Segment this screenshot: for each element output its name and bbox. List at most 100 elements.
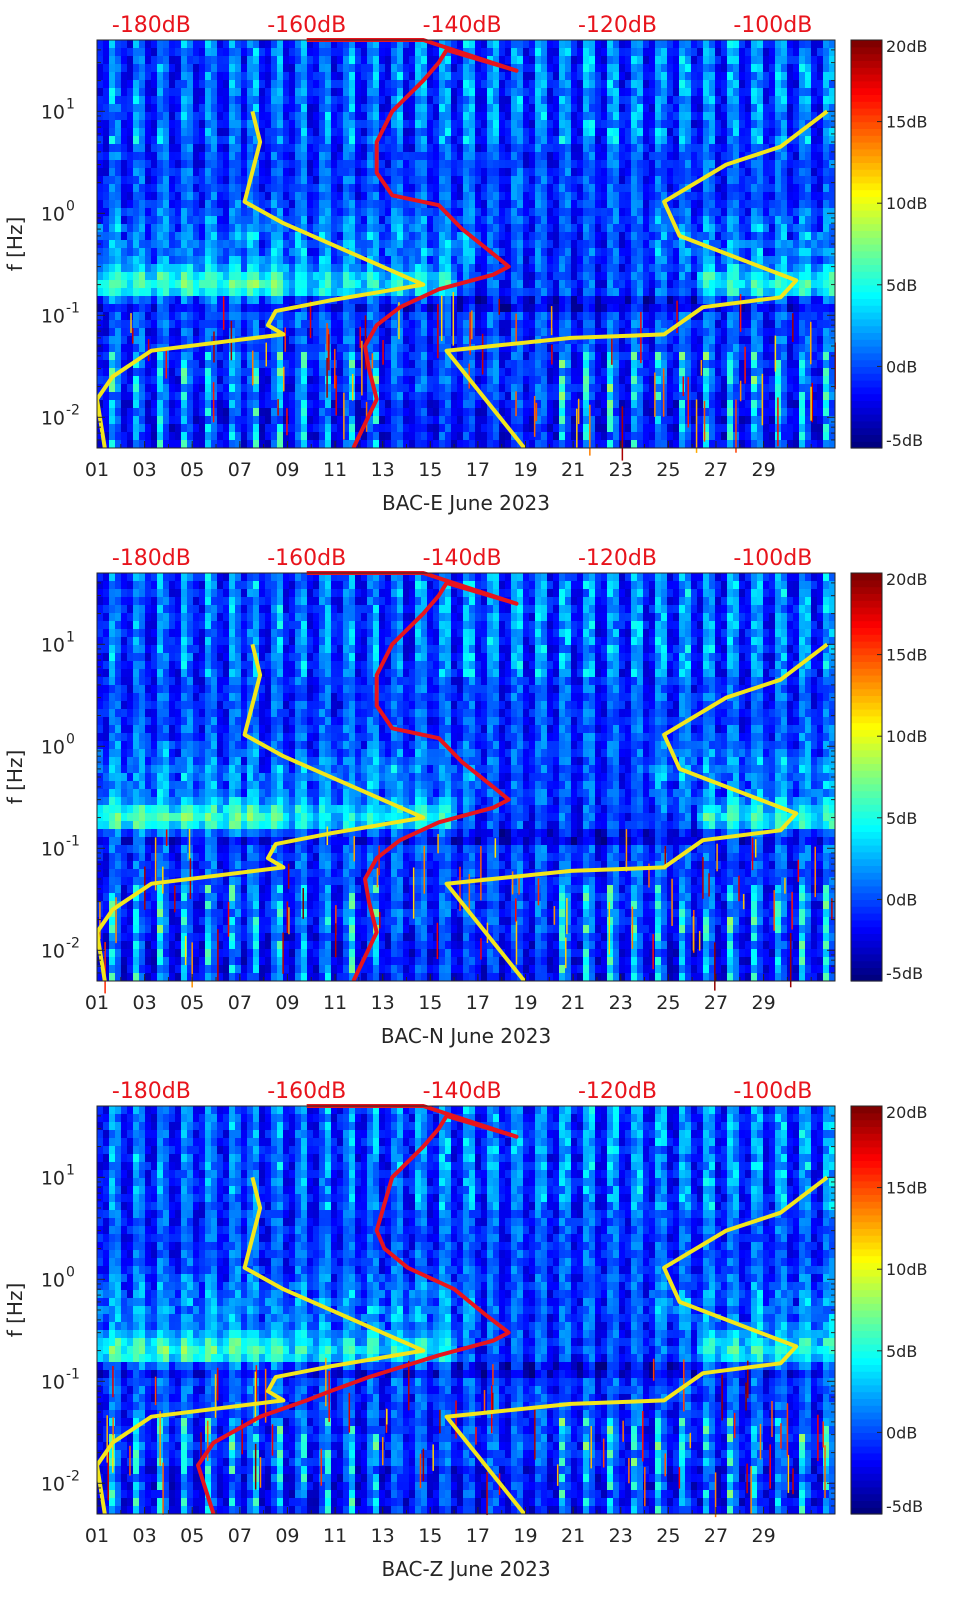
y-tick-exponent: 0 <box>66 198 75 214</box>
x-tick-label: 09 <box>275 992 299 1014</box>
y-tick-exponent: 0 <box>66 731 75 747</box>
x-tick-label: 07 <box>228 459 252 481</box>
x-tick-label: 19 <box>513 1525 537 1547</box>
psd-curve <box>306 38 519 448</box>
colorbar-tick-label: -5dB <box>886 431 923 450</box>
x-tick-label: 27 <box>704 459 728 481</box>
top-db-tick-label: -180dB <box>112 546 191 571</box>
top-db-tick-label: -140dB <box>423 1079 502 1104</box>
x-tick-label: 25 <box>656 459 680 481</box>
top-db-tick-label: -120dB <box>578 1079 657 1104</box>
x-tick-label: 29 <box>751 459 775 481</box>
y-tick-exponent: -1 <box>66 1366 80 1382</box>
x-tick-label: 05 <box>180 992 204 1014</box>
y-tick-label: 10 <box>41 1371 65 1393</box>
y-tick-exponent: 1 <box>66 629 75 645</box>
top-db-tick-label: -120dB <box>578 13 657 38</box>
y-tick-exponent: -1 <box>66 833 80 849</box>
x-tick-label: 29 <box>751 992 775 1014</box>
colorbar <box>850 1105 883 1515</box>
x-tick-label: 01 <box>85 992 109 1014</box>
x-tick-label: 15 <box>418 1525 442 1547</box>
top-db-tick-label: -180dB <box>112 1079 191 1104</box>
x-tick-label: 23 <box>609 459 633 481</box>
y-tick-label: 10 <box>41 1269 65 1291</box>
x-tick-label: 11 <box>323 1525 347 1547</box>
top-db-tick-label: -100dB <box>733 546 812 571</box>
colorbar-tick-label: 15dB <box>886 1179 928 1198</box>
x-tick-label: 13 <box>371 1525 395 1547</box>
spectrogram-texture <box>97 573 836 994</box>
x-tick-label: 17 <box>466 1525 490 1547</box>
x-tick-label: 03 <box>133 992 157 1014</box>
y-tick-label: 10 <box>41 634 65 656</box>
y-tick-exponent: -2 <box>66 1468 80 1484</box>
colorbar-tick-label: -5dB <box>886 1497 923 1516</box>
colorbar-tick-label: 5dB <box>886 1342 917 1361</box>
noise-model-low <box>97 643 426 981</box>
y-tick-label: 10 <box>41 838 65 860</box>
top-db-tick-label: -120dB <box>578 546 657 571</box>
colorbar-tick-label: 20dB <box>886 1103 928 1122</box>
top-db-tick-label: -160dB <box>267 546 346 571</box>
noise-model-low <box>97 1176 426 1514</box>
spectrogram-panel-vertical: 10 -2 10 -1 10 0 10 1 01 03 05 07 09 11 13 15 17 19 21 23 25… <box>0 1066 962 1599</box>
y-tick-exponent: -2 <box>66 402 80 418</box>
spectrogram-panel-north: 10 -2 10 -1 10 0 10 1 01 03 05 07 09 11 13 15 17 19 21 23 25… <box>0 533 962 1066</box>
x-tick-label: 09 <box>275 459 299 481</box>
x-tick-label: 21 <box>561 459 585 481</box>
x-tick-label: 03 <box>133 1525 157 1547</box>
x-tick-label: 03 <box>133 459 157 481</box>
x-tick-label: 21 <box>561 992 585 1014</box>
colorbar-tick-label: 5dB <box>886 276 917 295</box>
x-tick-label: 19 <box>513 992 537 1014</box>
top-db-tick-label: -180dB <box>112 13 191 38</box>
top-db-tick-label: -140dB <box>423 13 502 38</box>
colorbar-tick-label: 10dB <box>886 194 928 213</box>
colorbar-tick-label: 10dB <box>886 1260 928 1279</box>
x-tick-label: 29 <box>751 1525 775 1547</box>
x-tick-label: 13 <box>371 992 395 1014</box>
colorbar-tick-label: 5dB <box>886 809 917 828</box>
y-tick-exponent: 1 <box>66 1162 75 1178</box>
colorbar-tick-label: 0dB <box>886 890 917 909</box>
x-tick-label: 13 <box>371 459 395 481</box>
psd-curve <box>196 1104 519 1514</box>
x-tick-label: 21 <box>561 1525 585 1547</box>
top-db-tick-label: -100dB <box>733 1079 812 1104</box>
x-tick-label: 07 <box>228 992 252 1014</box>
x-axis-label: BAC-Z June 2023 <box>381 1557 550 1581</box>
x-tick-label: 01 <box>85 1525 109 1547</box>
colorbar-tick-label: 15dB <box>886 646 928 665</box>
x-tick-label: 01 <box>85 459 109 481</box>
psd-curve <box>306 571 519 981</box>
y-tick-exponent: 0 <box>66 1264 75 1280</box>
y-tick-label: 10 <box>41 407 65 429</box>
y-tick-label: 10 <box>41 1473 65 1495</box>
x-tick-label: 05 <box>180 1525 204 1547</box>
x-axis-label: BAC-E June 2023 <box>382 491 550 515</box>
colorbar <box>850 572 883 982</box>
y-tick-exponent: -1 <box>66 300 80 316</box>
colorbar-tick-label: 15dB <box>886 113 928 132</box>
noise-model-high <box>444 642 829 981</box>
x-tick-label: 27 <box>704 1525 728 1547</box>
x-tick-label: 11 <box>323 992 347 1014</box>
y-tick-label: 10 <box>41 101 65 123</box>
y-tick-exponent: -2 <box>66 935 80 951</box>
noise-model-high <box>444 1175 829 1514</box>
x-tick-label: 25 <box>656 992 680 1014</box>
colorbar <box>850 39 883 449</box>
y-tick-label: 10 <box>41 736 65 758</box>
x-tick-label: 23 <box>609 992 633 1014</box>
y-axis-label: f [Hz] <box>3 750 27 805</box>
y-tick-label: 10 <box>41 940 65 962</box>
spectrogram-panel-east: 10 -2 10 -1 10 0 10 1 01 03 05 07 09 11 13 15 17 19 21 23 25… <box>0 0 962 533</box>
y-tick-label: 10 <box>41 305 65 327</box>
colorbar-tick-label: 0dB <box>886 1423 917 1442</box>
top-db-tick-label: -160dB <box>267 13 346 38</box>
spectrogram-texture <box>97 40 836 461</box>
